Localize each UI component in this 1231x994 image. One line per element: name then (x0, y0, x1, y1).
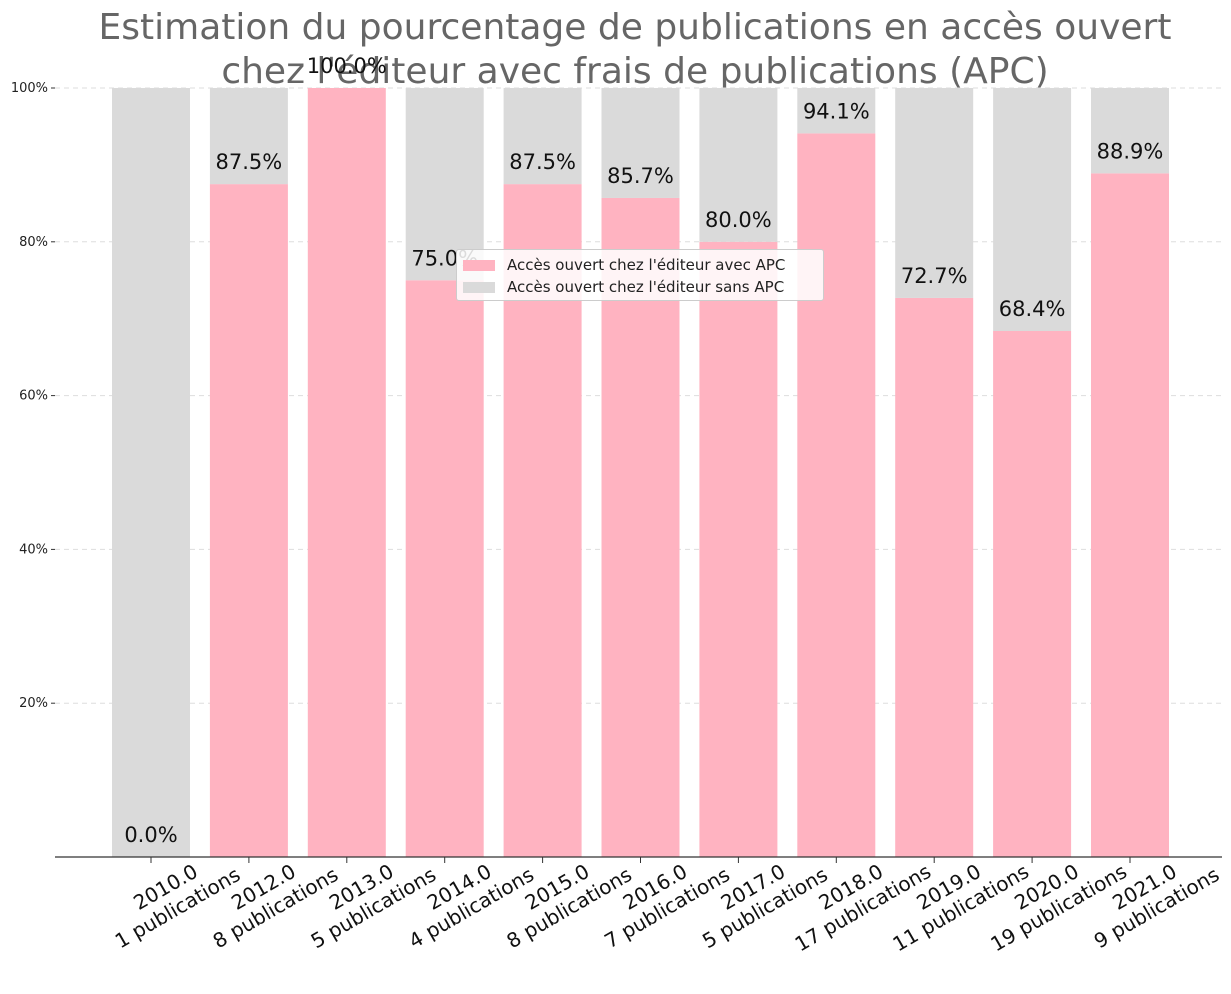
bar-without-apc (895, 88, 974, 298)
chart-title-line-1: Estimation du pourcentage de publication… (98, 7, 1172, 48)
data-label: 100.0% (307, 54, 387, 78)
bar-without-apc (699, 88, 778, 242)
data-label: 0.0% (124, 823, 177, 847)
chart-title-line-2: chez l'éditeur avec frais de publication… (221, 51, 1049, 92)
bar-without-apc (405, 88, 484, 281)
bar-with-apc (405, 280, 484, 857)
bar-with-apc (307, 88, 386, 857)
bar-without-apc (1091, 88, 1169, 174)
y-tick-label: 40% (19, 542, 48, 557)
y-tick-label: 100% (11, 81, 48, 96)
data-label: 80.0% (705, 208, 772, 232)
bar-with-apc (797, 133, 876, 858)
legend-swatch-without-apc (463, 281, 495, 293)
bar-without-apc (797, 88, 876, 134)
legend-label-with-apc: Accès ouvert chez l'éditeur avec APC (507, 256, 786, 274)
data-labels: 0.0%87.5%100.0%75.0%87.5%85.7%80.0%94.1%… (124, 54, 1163, 847)
legend-item-with-apc: Accès ouvert chez l'éditeur avec APC (463, 254, 817, 276)
bar-without-apc (112, 88, 190, 857)
data-label: 68.4% (999, 297, 1066, 321)
bar-with-apc (601, 197, 680, 858)
bar-without-apc (601, 88, 680, 198)
data-label: 87.5% (509, 150, 576, 174)
bar-with-apc (1091, 173, 1169, 857)
bar-with-apc (993, 331, 1072, 857)
bar-with-apc (209, 184, 288, 857)
chart-title: Estimation du pourcentage de publication… (0, 6, 1231, 94)
bar-with-apc (895, 297, 974, 857)
bar-without-apc (503, 88, 582, 185)
y-tick-label: 60% (19, 389, 48, 404)
chart-legend: Accès ouvert chez l'éditeur avec APC Acc… (456, 249, 824, 301)
bar-without-apc (993, 88, 1072, 332)
data-label: 72.7% (901, 264, 968, 288)
legend-label-without-apc: Accès ouvert chez l'éditeur sans APC (507, 278, 785, 296)
data-label: 85.7% (607, 164, 674, 188)
data-label: 88.9% (1097, 139, 1164, 163)
y-tick-label: 80% (19, 235, 48, 250)
bar-without-apc (209, 88, 288, 185)
bar-with-apc (699, 241, 778, 858)
bars (112, 88, 1169, 858)
data-label: 87.5% (216, 150, 283, 174)
legend-item-without-apc: Accès ouvert chez l'éditeur sans APC (463, 276, 817, 298)
data-label: 94.1% (803, 99, 870, 123)
legend-swatch-with-apc (463, 259, 495, 271)
y-tick-label: 20% (19, 696, 48, 711)
